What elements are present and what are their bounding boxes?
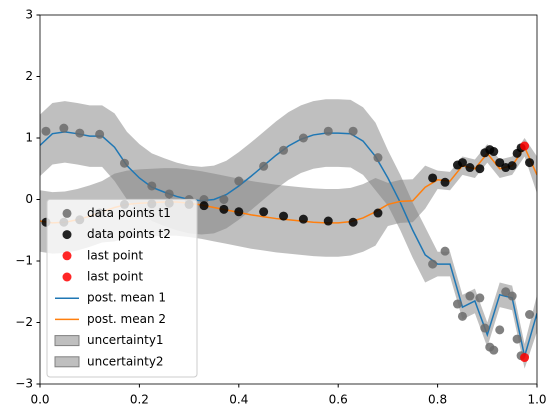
data-point <box>279 145 289 155</box>
y-tick-label: −2 <box>15 315 33 329</box>
legend-patch <box>54 356 80 368</box>
y-tick-label: −3 <box>15 377 33 391</box>
legend-box <box>46 198 198 378</box>
legend-patch <box>54 335 80 347</box>
data-point <box>520 141 530 151</box>
data-point <box>452 299 462 309</box>
data-point <box>298 133 308 143</box>
data-point <box>465 163 475 173</box>
data-point <box>507 291 517 301</box>
data-point <box>525 310 535 320</box>
data-point <box>164 189 174 199</box>
data-point <box>259 161 269 171</box>
y-tick-label: −1 <box>15 254 33 268</box>
data-point <box>428 259 438 269</box>
legend-label: uncertainty1 <box>87 333 164 347</box>
data-point <box>489 147 499 157</box>
legend-label: uncertainty2 <box>87 354 164 368</box>
legend-marker <box>62 272 72 282</box>
legend-label: post. mean 1 <box>87 291 166 305</box>
data-point <box>373 153 383 163</box>
legend-marker <box>62 208 72 218</box>
data-point <box>501 287 511 297</box>
data-point <box>348 126 358 136</box>
data-point <box>348 217 358 227</box>
data-point <box>495 158 505 168</box>
data-point <box>219 204 229 214</box>
data-point <box>219 195 229 204</box>
data-point <box>520 353 530 363</box>
data-point <box>199 201 209 211</box>
x-tick-label: 0.2 <box>130 393 149 407</box>
data-point <box>507 161 517 171</box>
data-point <box>234 176 244 186</box>
data-point <box>373 208 383 218</box>
data-point <box>41 126 51 136</box>
data-point <box>259 207 269 217</box>
legend-label: last point <box>87 248 143 262</box>
legend-label: data points t2 <box>87 227 171 241</box>
data-point <box>59 123 69 133</box>
data-point <box>279 211 289 221</box>
y-tick-label: 1 <box>25 131 33 145</box>
x-tick-label: 1.0 <box>527 393 546 407</box>
data-point <box>475 293 485 303</box>
data-point <box>75 128 85 138</box>
data-point <box>323 216 333 226</box>
x-tick-label: 0.4 <box>229 393 248 407</box>
data-point <box>475 164 485 174</box>
y-tick-label: 3 <box>25 8 33 22</box>
y-tick-label: 2 <box>25 69 33 83</box>
data-point <box>298 214 308 224</box>
data-point <box>512 334 522 344</box>
x-tick-label: 0.0 <box>30 393 49 407</box>
data-point <box>119 158 129 168</box>
data-point <box>457 158 467 168</box>
data-point <box>480 323 490 333</box>
uncertainty-band <box>40 99 537 369</box>
x-tick-label: 0.6 <box>329 393 348 407</box>
data-point <box>428 173 438 183</box>
legend-label: data points t1 <box>87 206 171 220</box>
data-point <box>95 129 105 139</box>
legend-label: last point <box>87 270 143 284</box>
data-point <box>489 345 499 355</box>
data-point <box>525 158 535 168</box>
data-point <box>147 181 157 191</box>
data-point <box>457 311 467 321</box>
data-point <box>440 177 450 187</box>
data-point <box>199 195 209 204</box>
data-point <box>465 291 475 301</box>
data-point <box>495 325 505 335</box>
legend-marker <box>62 251 72 261</box>
legend-label: post. mean 2 <box>87 312 166 326</box>
data-point <box>440 246 450 256</box>
data-point <box>234 207 244 217</box>
y-tick-label: 0 <box>25 192 33 206</box>
legend-marker <box>62 230 72 240</box>
data-point <box>323 126 333 136</box>
x-tick-label: 0.8 <box>428 393 447 407</box>
